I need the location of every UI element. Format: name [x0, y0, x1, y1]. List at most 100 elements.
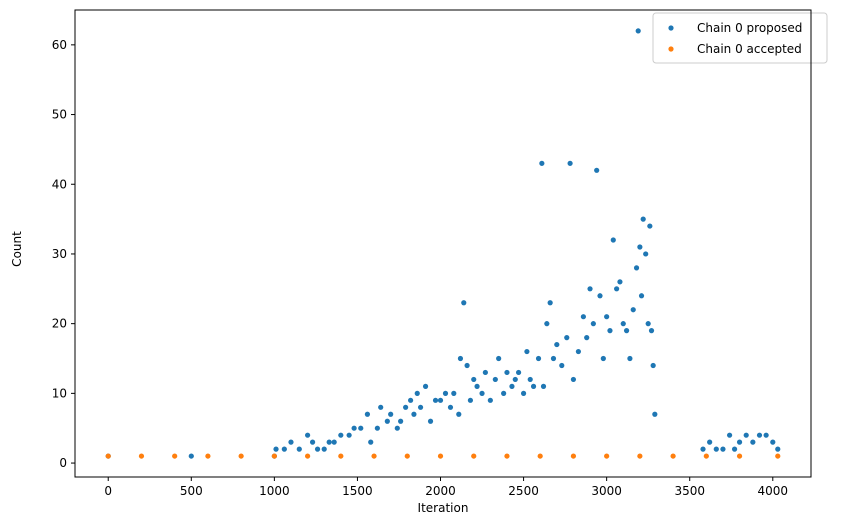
data-point-proposed	[590, 321, 596, 327]
data-point-proposed	[650, 362, 656, 369]
data-point-proposed	[364, 411, 371, 417]
data-point-accepted	[105, 453, 111, 459]
data-point-proposed	[482, 369, 488, 376]
data-point-proposed	[374, 425, 380, 431]
data-point-proposed	[509, 383, 515, 389]
y-tick-label: 50	[52, 108, 67, 122]
data-point-proposed	[504, 369, 510, 376]
data-point-proposed	[559, 362, 565, 369]
data-point-proposed	[358, 425, 364, 431]
y-tick-label: 10	[52, 386, 67, 400]
data-point-accepted	[504, 453, 510, 459]
data-point-proposed	[492, 376, 498, 383]
data-point-proposed	[567, 160, 573, 166]
data-point-proposed	[750, 439, 756, 445]
x-tick-label: 3000	[591, 484, 622, 498]
data-point-proposed	[554, 341, 560, 348]
data-point-proposed	[527, 376, 533, 383]
data-point-proposed	[378, 404, 384, 410]
x-tick-label: 1000	[259, 484, 290, 498]
data-point-proposed	[630, 307, 636, 313]
data-point-proposed	[604, 314, 610, 320]
data-point-proposed	[547, 300, 553, 306]
data-point-proposed	[736, 439, 743, 445]
data-point-proposed	[726, 432, 733, 438]
data-point-proposed	[512, 376, 518, 383]
data-point-accepted	[637, 453, 643, 459]
data-point-proposed	[623, 328, 630, 334]
data-point-accepted	[703, 453, 709, 459]
data-point-proposed	[550, 355, 557, 362]
data-point-proposed	[288, 439, 294, 445]
x-tick-label: 0	[104, 484, 112, 498]
data-point-accepted	[670, 453, 676, 459]
data-point-proposed	[456, 411, 462, 417]
data-point-proposed	[720, 446, 726, 452]
data-point-proposed	[496, 355, 502, 362]
x-tick-label: 4000	[758, 484, 789, 498]
data-point-proposed	[314, 446, 321, 452]
data-point-proposed	[607, 328, 613, 334]
data-point-proposed	[501, 390, 507, 396]
x-tick-label: 500	[180, 484, 203, 498]
data-point-proposed	[539, 160, 545, 166]
data-point-proposed	[580, 314, 586, 320]
legend-label-proposed: Chain 0 proposed	[697, 21, 802, 35]
data-point-accepted	[205, 453, 211, 459]
data-point-proposed	[273, 446, 279, 452]
data-point-proposed	[643, 251, 649, 257]
data-point-proposed	[530, 383, 537, 389]
data-point-proposed	[614, 286, 620, 292]
x-tick-label: 1500	[342, 484, 373, 498]
y-tick-label: 60	[52, 38, 67, 52]
data-point-proposed	[351, 425, 357, 431]
data-point-proposed	[648, 328, 655, 334]
data-point-proposed	[417, 404, 424, 410]
data-point-proposed	[281, 446, 287, 452]
data-point-proposed	[346, 432, 352, 438]
data-point-proposed	[331, 439, 337, 445]
data-point-proposed	[635, 28, 641, 34]
data-point-proposed	[398, 418, 404, 424]
data-point-proposed	[540, 383, 547, 389]
data-point-proposed	[638, 293, 645, 299]
legend-box	[652, 12, 828, 64]
data-point-proposed	[321, 446, 327, 452]
data-point-proposed	[422, 383, 429, 389]
data-point-proposed	[388, 411, 394, 417]
x-axis: 0 500 1000 1500 2000 2500 3000 3500 4000	[104, 477, 788, 498]
data-point-accepted	[471, 453, 477, 459]
data-point-proposed	[637, 244, 643, 250]
data-point-proposed	[633, 265, 640, 271]
data-point-proposed	[384, 418, 390, 424]
series-accepted	[105, 453, 781, 459]
y-axis: 0 10 20 30 40 50 60	[52, 38, 75, 470]
data-point-proposed	[464, 362, 470, 369]
data-point-proposed	[743, 432, 749, 438]
data-point-proposed	[575, 348, 582, 355]
data-point-proposed	[394, 425, 400, 431]
data-point-proposed	[597, 293, 603, 299]
data-point-proposed	[594, 167, 600, 173]
data-point-proposed	[296, 446, 302, 452]
data-point-proposed	[487, 397, 493, 403]
data-point-proposed	[457, 355, 464, 362]
x-tick-label: 2500	[508, 484, 539, 498]
data-point-proposed	[600, 355, 606, 362]
data-point-proposed	[652, 411, 658, 417]
data-point-proposed	[451, 390, 457, 396]
legend-marker-accepted	[668, 46, 674, 52]
data-point-proposed	[756, 432, 763, 438]
data-point-proposed	[524, 348, 530, 355]
data-point-proposed	[338, 432, 344, 438]
data-point-proposed	[770, 439, 776, 445]
data-point-proposed	[442, 390, 449, 396]
data-point-proposed	[467, 397, 474, 403]
data-point-proposed	[408, 397, 414, 403]
x-tick-label: 2000	[425, 484, 456, 498]
plot-area	[105, 28, 781, 459]
data-point-proposed	[640, 216, 646, 222]
data-point-proposed	[414, 390, 420, 396]
data-point-proposed	[368, 439, 374, 445]
data-point-proposed	[763, 432, 769, 438]
